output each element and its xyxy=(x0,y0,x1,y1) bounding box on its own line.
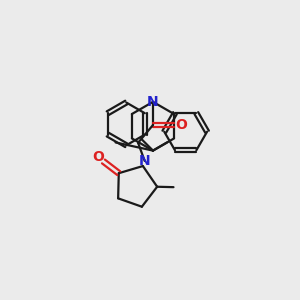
Text: N: N xyxy=(147,95,159,109)
Text: O: O xyxy=(175,118,187,132)
Text: N: N xyxy=(139,154,151,168)
Text: O: O xyxy=(92,151,104,164)
